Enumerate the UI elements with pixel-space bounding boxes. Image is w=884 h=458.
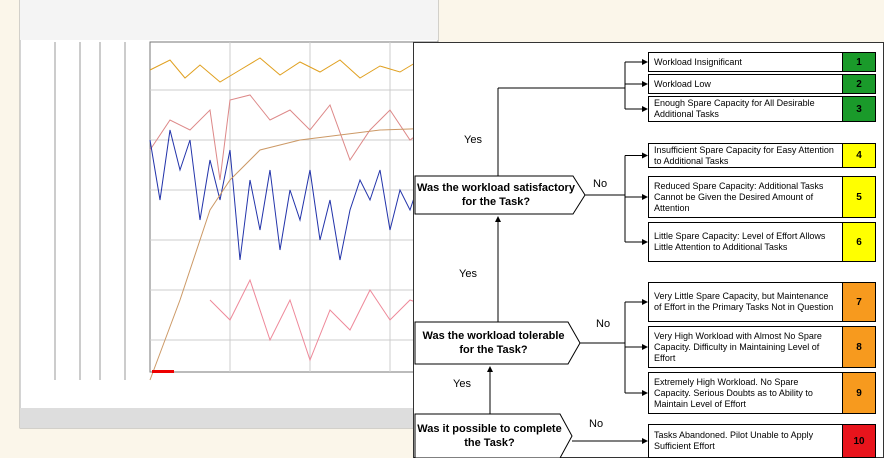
arrowhead — [487, 366, 493, 372]
rating-level: 9 — [842, 372, 876, 414]
no-label: No — [596, 318, 610, 330]
decision-question: Was it possible to complete the Task? — [415, 414, 564, 458]
decision-question: Was the workload tolerable for the Task? — [415, 322, 572, 364]
no-label: No — [593, 178, 607, 190]
rating-level: 4 — [842, 143, 876, 168]
screen: Workload Insignificant1Workload Low2Enou… — [0, 0, 884, 458]
decision-question: Was the workload satisfactory for the Ta… — [415, 176, 577, 214]
yes-label: Yes — [459, 268, 477, 280]
rating-text: Tasks Abandoned. Pilot Unable to Apply S… — [648, 424, 843, 458]
rating-level: 7 — [842, 282, 876, 322]
rating-text: Very High Workload with Almost No Spare … — [648, 326, 843, 368]
rating-text: Enough Spare Capacity for All Desirable … — [648, 96, 843, 122]
rating-level: 3 — [842, 96, 876, 122]
rating-level: 10 — [842, 424, 876, 458]
rating-text: Insufficient Spare Capacity for Easy Att… — [648, 143, 843, 168]
no-label: No — [589, 418, 603, 430]
rating-text: Extremely High Workload. No Spare Capaci… — [648, 372, 843, 414]
rating-level: 2 — [842, 74, 876, 94]
rating-level: 1 — [842, 52, 876, 72]
rating-level: 8 — [842, 326, 876, 368]
rating-text: Little Spare Capacity: Level of Effort A… — [648, 222, 843, 262]
rating-text: Workload Insignificant — [648, 52, 843, 72]
rating-text: Very Little Spare Capacity, but Maintena… — [648, 282, 843, 322]
rating-level: 5 — [842, 176, 876, 218]
rating-text: Workload Low — [648, 74, 843, 94]
arrowhead — [495, 216, 501, 222]
yes-label: Yes — [453, 378, 471, 390]
rating-level: 6 — [842, 222, 876, 262]
yes-label: Yes — [464, 134, 482, 146]
rating-text: Reduced Spare Capacity: Additional Tasks… — [648, 176, 843, 218]
